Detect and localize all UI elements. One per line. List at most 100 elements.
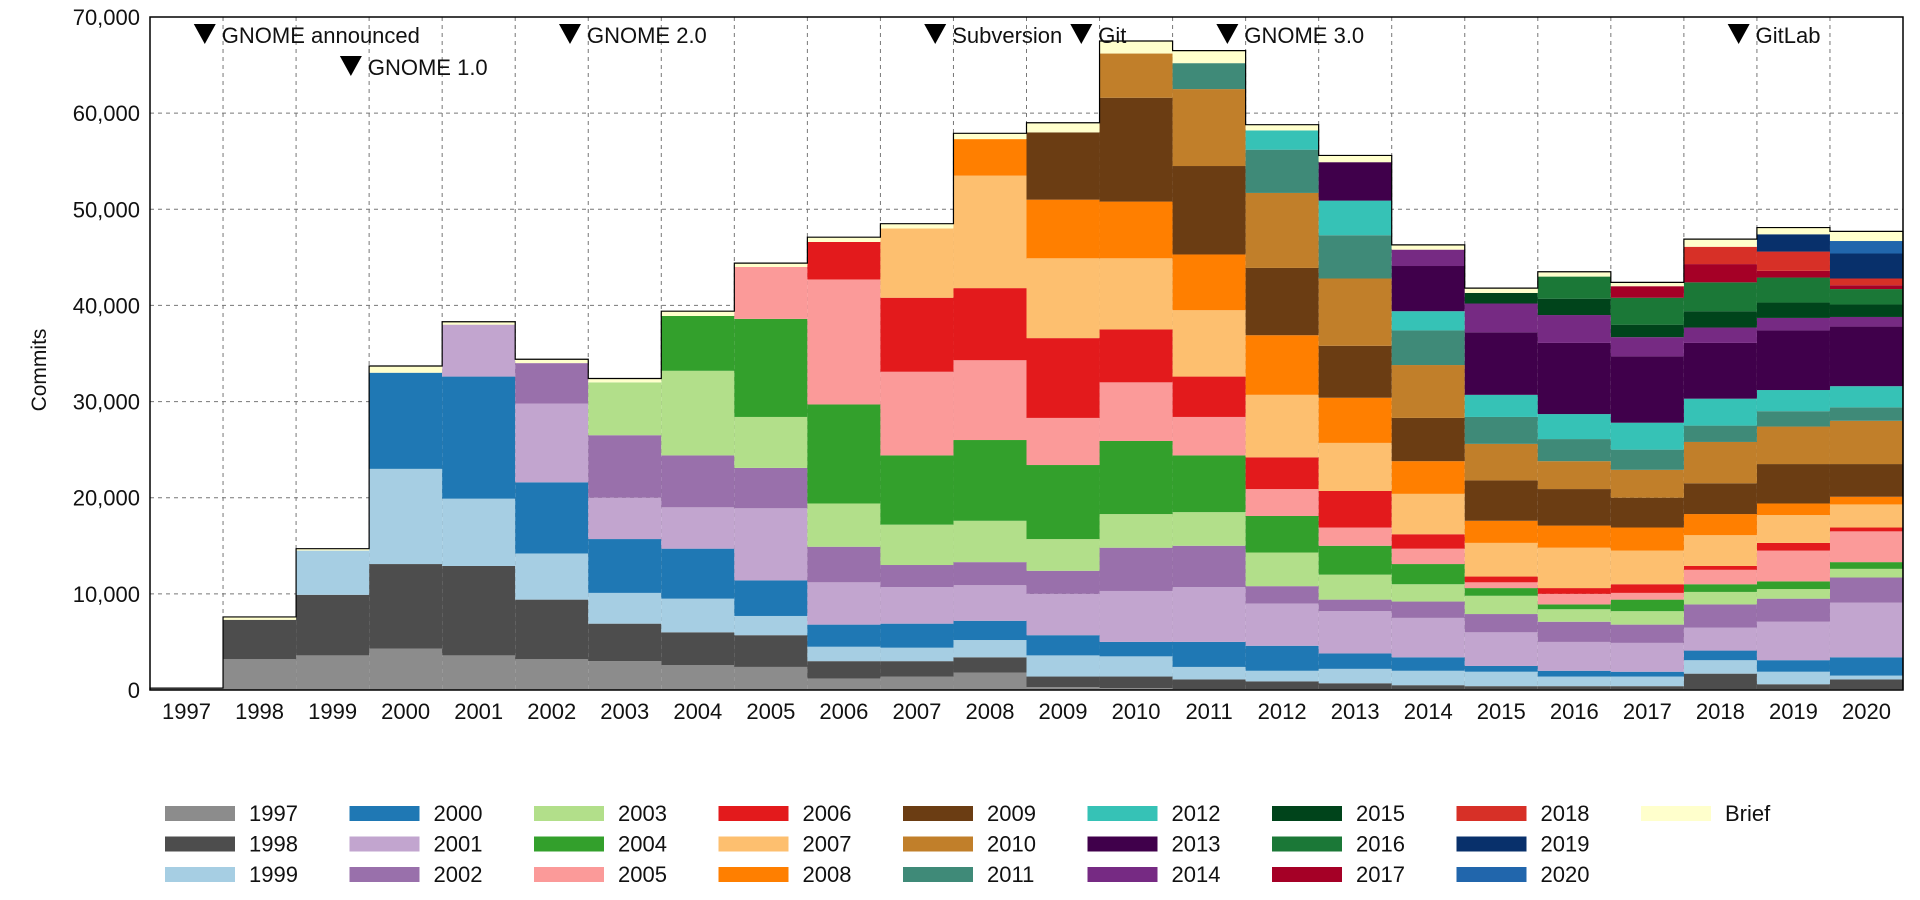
bar-segment-2005-2016 xyxy=(1537,593,1611,605)
legend-swatch xyxy=(1087,867,1158,882)
bar-segment-2009-2015 xyxy=(1464,480,1538,521)
bar-segment-2005-2018 xyxy=(1683,569,1757,585)
bar-segment-1999-2005 xyxy=(734,615,808,636)
bar-segment-2016-2019 xyxy=(1756,277,1830,303)
bar-segment-2012-2012 xyxy=(1245,130,1319,150)
bar-segment-1998-2008 xyxy=(953,657,1027,673)
bar-segment-2002-2003 xyxy=(588,435,662,498)
bar-segment-2000-2003 xyxy=(588,539,662,593)
x-axis: 1997 1998 1999 2000 2001 2002 2003 2004 2005 2006… xyxy=(162,699,1891,724)
bar-segment-2003-2017 xyxy=(1610,611,1684,625)
x-tick-label: 2009 xyxy=(1039,699,1088,724)
bar-segment-brief-2011 xyxy=(1172,50,1246,64)
bar-segment-2002-2002 xyxy=(515,363,589,404)
bar-segment-2008-2017 xyxy=(1610,527,1684,551)
bar-segment-2016-2020 xyxy=(1829,289,1903,305)
bar-segment-2003-2015 xyxy=(1464,595,1538,615)
bar-segment-1999-2016 xyxy=(1537,676,1611,687)
bar-segment-2000-2018 xyxy=(1683,650,1757,661)
legend-swatch xyxy=(1272,836,1342,852)
bar-segment-2002-2019 xyxy=(1756,598,1830,622)
bar-segment-1998-2003 xyxy=(588,623,662,662)
bar-segment-2002-2011 xyxy=(1172,545,1246,588)
bar-segment-2010-2012 xyxy=(1245,192,1319,268)
bar-segment-1998-2013 xyxy=(1318,683,1392,690)
legend-swatch xyxy=(349,867,420,882)
bar-segment-2011-2011 xyxy=(1172,63,1246,90)
plot-border xyxy=(149,16,1904,691)
bar-segment-2002-2017 xyxy=(1610,624,1684,643)
legend-label: 2009 xyxy=(987,801,1036,826)
bar-segment-2007-2015 xyxy=(1464,542,1538,577)
legend-swatch xyxy=(349,836,420,852)
bar-segment-2007-2020 xyxy=(1829,504,1903,528)
bar-segment-2010-2015 xyxy=(1464,443,1538,481)
y-tick-label: 20,000 xyxy=(73,486,140,511)
legend-swatch xyxy=(1456,836,1527,852)
legend-swatch xyxy=(718,836,789,852)
bar-segment-2004-2016 xyxy=(1537,604,1611,610)
bar-segment-2016-2017 xyxy=(1610,297,1684,325)
bar-segment-2014-2018 xyxy=(1683,327,1757,343)
bar-segment-1998-1999 xyxy=(296,594,370,656)
bar-segment-2001-2017 xyxy=(1610,642,1684,672)
bar-segment-2019-2019 xyxy=(1756,234,1830,252)
bar-segment-2006-2007 xyxy=(880,297,954,372)
bar-segment-2005-2010 xyxy=(1099,382,1173,441)
bar-segment-1997-1998 xyxy=(223,659,297,690)
legend: 1997 1998 1999 2000 2001 2002 2003 2004 2005 2006… xyxy=(165,801,1771,887)
bar-segment-2009-2011 xyxy=(1172,166,1246,255)
bar-segment-2005-2013 xyxy=(1318,527,1392,546)
legend-swatch xyxy=(1087,806,1158,821)
bar-segment-2015-2016 xyxy=(1537,298,1611,316)
bar-segment-2013-2017 xyxy=(1610,356,1684,423)
bar-segment-2003-2004 xyxy=(661,370,735,456)
bar-segment-2018-2019 xyxy=(1756,251,1830,271)
x-tick-label: 2003 xyxy=(600,699,649,724)
x-tick-label: 2005 xyxy=(746,699,795,724)
bar-segment-2007-2007 xyxy=(880,228,954,298)
bar-segment-2009-2012 xyxy=(1245,267,1319,336)
x-tick-label: 2000 xyxy=(381,699,430,724)
event-marker-icon xyxy=(558,24,581,44)
bar-segment-1999-2012 xyxy=(1245,670,1319,682)
legend-swatch xyxy=(903,806,973,821)
bar-segment-2009-2014 xyxy=(1391,417,1465,462)
bar-segment-2003-2019 xyxy=(1756,589,1830,599)
bar-segment-2001-2004 xyxy=(661,507,735,549)
bar-segment-2001-2008 xyxy=(953,585,1027,621)
bar-segment-2004-2017 xyxy=(1610,599,1684,612)
bar-segment-2000-2010 xyxy=(1099,641,1173,657)
bar-segment-2006-2012 xyxy=(1245,457,1319,490)
bar-segment-2010-2019 xyxy=(1756,426,1830,465)
bar-segment-brief-2005 xyxy=(734,263,808,267)
bar-segment-brief-2013 xyxy=(1318,155,1392,163)
bar-segment-2002-2018 xyxy=(1683,604,1757,628)
event-marker-icon xyxy=(924,24,947,44)
bar-segment-2018-2018 xyxy=(1683,246,1757,265)
bar-segment-1997-1997 xyxy=(150,688,224,690)
y-tick-label: 30,000 xyxy=(73,390,140,415)
bar-segment-2000-2007 xyxy=(880,623,954,648)
bar-segment-2000-2014 xyxy=(1391,657,1465,671)
legend-swatch xyxy=(165,806,235,821)
bar-segment-2003-2011 xyxy=(1172,512,1246,546)
bar-segment-2009-2018 xyxy=(1683,483,1757,515)
bar-segment-2001-2006 xyxy=(807,582,881,625)
bar-segment-2001-2001 xyxy=(442,324,516,377)
bar-segment-2003-2018 xyxy=(1683,591,1757,605)
x-tick-label: 2007 xyxy=(892,699,941,724)
bar-segment-1999-2019 xyxy=(1756,671,1830,685)
legend-label: 2008 xyxy=(803,862,852,887)
bar-segment-2003-2008 xyxy=(953,520,1027,563)
bar-segment-1997-2008 xyxy=(953,672,1027,690)
event-marker-icon xyxy=(339,56,362,76)
legend-swatch xyxy=(1272,806,1342,821)
bar-segment-2004-2007 xyxy=(880,455,954,525)
legend-label: 2004 xyxy=(618,832,667,857)
bar-segment-1999-1999 xyxy=(296,550,370,595)
bar-segment-2017-2020 xyxy=(1829,285,1903,290)
bar-segment-1999-2014 xyxy=(1391,670,1465,686)
bar-segment-2000-2001 xyxy=(442,376,516,499)
